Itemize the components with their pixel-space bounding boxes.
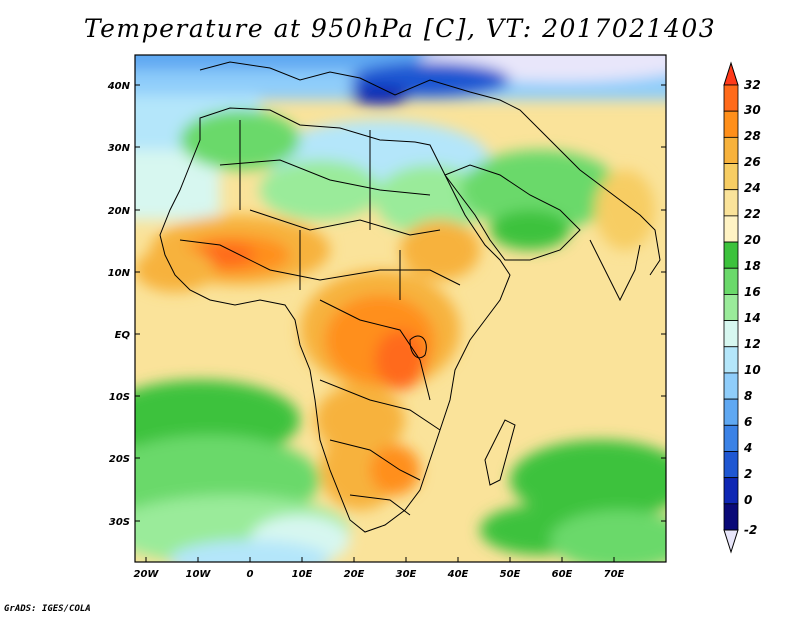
colorbar-label: 24 (744, 181, 761, 195)
lat-label: 30N (108, 143, 131, 154)
colorbar-swatch (723, 346, 739, 374)
lat-label: 40N (107, 81, 131, 92)
colorbar-label: 10 (744, 363, 761, 377)
lat-label: 20S (109, 454, 130, 465)
colorbar-label: 18 (744, 259, 761, 273)
colorbar-swatch (723, 424, 739, 452)
colorbar-swatch (723, 215, 739, 243)
lon-label: 70E (604, 569, 625, 580)
colorbar-label: 20 (744, 233, 761, 247)
colorbar-label: 16 (744, 285, 761, 299)
colorbar-swatch (723, 294, 739, 321)
temperature-field (135, 55, 666, 562)
colorbar-top-arrow (723, 61, 739, 86)
lat-label: 30S (109, 517, 130, 528)
colorbar-label: 0 (744, 493, 752, 507)
colorbar-label: 6 (744, 415, 752, 429)
map-title: Temperature at 950hPa [C], VT: 201702140… (83, 14, 717, 43)
colorbar-swatch (723, 267, 739, 295)
colorbar-label: 4 (743, 441, 752, 455)
colorbar-label: -2 (744, 523, 757, 537)
colorbar: 32 30 28 26 24 22 20 18 16 14 12 10 8 6 … (723, 61, 761, 554)
lat-label: EQ (115, 330, 131, 341)
lat-label: 20N (108, 206, 131, 217)
colorbar-swatch (723, 189, 739, 217)
colorbar-swatch (723, 84, 739, 112)
lon-label: 30E (396, 569, 417, 580)
colorbar-label: 8 (744, 389, 752, 403)
colorbar-label: 26 (744, 155, 761, 169)
colorbar-swatch (723, 320, 739, 348)
lon-axis: 20W 10W 0 10E 20E 30E 40E 50E 60E 70E (134, 557, 625, 580)
grads-credit: GrADS: IGES/COLA (4, 604, 91, 614)
lon-label: 20W (134, 569, 160, 580)
colorbar-swatch (723, 477, 739, 505)
colorbar-label: 14 (744, 311, 761, 325)
lat-label: 10S (109, 392, 130, 403)
colorbar-swatch (723, 398, 739, 426)
lon-label: 40E (447, 569, 469, 580)
colorbar-swatch (723, 503, 739, 531)
colorbar-label: 2 (744, 467, 752, 481)
colorbar-label: 12 (744, 337, 761, 351)
colorbar-label: 22 (744, 207, 761, 221)
colorbar-swatch (723, 163, 739, 191)
colorbar-swatch (723, 372, 739, 400)
lat-label: 10N (108, 268, 131, 279)
colorbar-swatch (723, 451, 739, 479)
coastlines (159, 61, 661, 533)
lon-label: 10W (186, 569, 212, 580)
colorbar-swatch (723, 110, 739, 138)
lat-axis: 40N 30N 20N 10N EQ 10S 20S 30S (107, 81, 666, 528)
plot-frame (134, 54, 667, 563)
colorbar-bottom-arrow (723, 529, 739, 554)
colorbar-label: 28 (744, 129, 761, 143)
lon-label: 60E (552, 569, 573, 580)
colorbar-swatch (723, 136, 739, 164)
colorbar-swatch (723, 241, 739, 269)
colorbar-label: 32 (744, 78, 761, 92)
lon-label: 50E (500, 569, 521, 580)
colorbar-label: 30 (744, 103, 761, 117)
lon-label: 0 (247, 569, 254, 580)
lon-label: 20E (344, 569, 365, 580)
lon-label: 10E (292, 569, 313, 580)
